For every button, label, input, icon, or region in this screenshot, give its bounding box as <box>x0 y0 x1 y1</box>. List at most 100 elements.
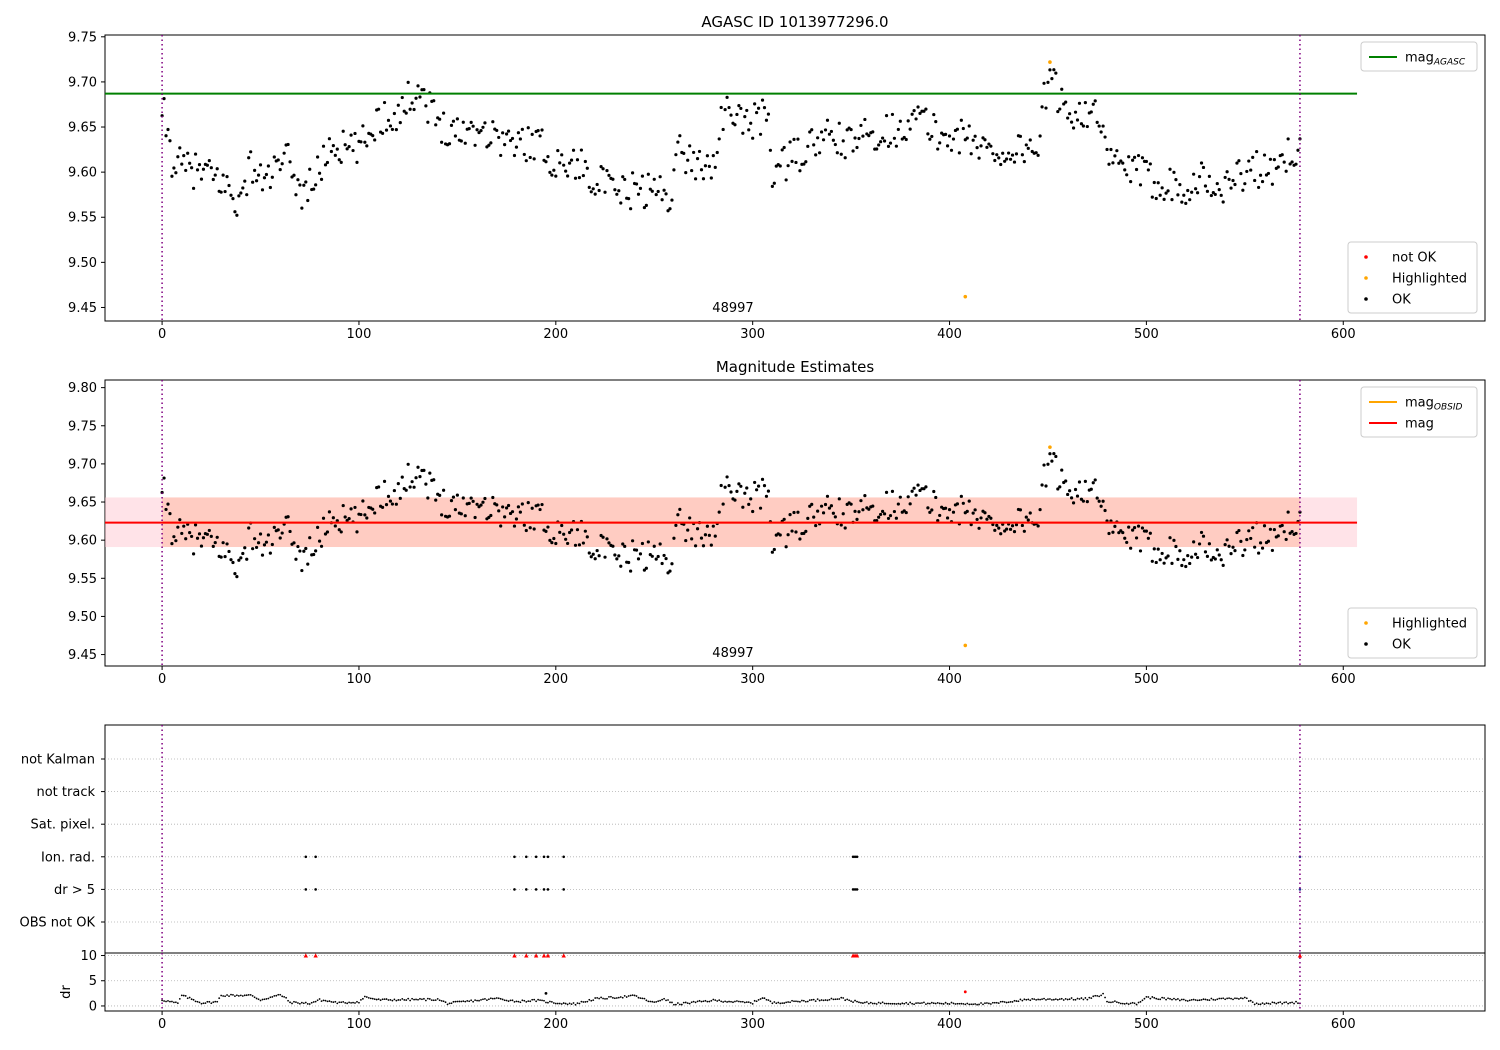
dr-point <box>358 1001 360 1004</box>
estimates-point-ok <box>593 557 597 561</box>
estimates-point-ok <box>577 543 582 547</box>
dr-point <box>948 1003 951 1005</box>
dr-point <box>663 997 665 1000</box>
agasc-point-ok <box>1233 182 1237 187</box>
dr-point <box>690 1001 693 1004</box>
dr-point <box>1206 999 1209 1001</box>
dr-point <box>694 1001 697 1004</box>
dr-point <box>562 1002 565 1004</box>
dr-point <box>1147 996 1150 998</box>
dr-point <box>1202 998 1205 1001</box>
dr-point <box>568 1002 571 1005</box>
dr-point <box>1271 1001 1274 1004</box>
dr-point <box>1052 998 1055 1001</box>
estimates-point-ok <box>727 483 731 488</box>
agasc-point-ok <box>233 210 237 214</box>
agasc-point-ok <box>835 151 839 155</box>
estimates-point-ok <box>1018 508 1023 512</box>
agasc-point-ok <box>908 127 912 131</box>
dr-point <box>539 999 541 1002</box>
estimates-point-ok <box>526 501 530 505</box>
estimates-point-ok <box>1079 497 1084 501</box>
agasc-point-ok <box>806 144 810 148</box>
dr-point <box>818 999 821 1002</box>
estimates-point-ok <box>221 541 225 545</box>
agasc-point-ok <box>333 153 337 157</box>
estimates-point-ok <box>705 524 709 528</box>
dr-point <box>1041 998 1043 1001</box>
dr-xtick-label: 200 <box>543 1017 568 1032</box>
estimates-point-ok <box>1117 531 1121 535</box>
dr-point <box>1167 997 1169 1000</box>
agasc-point-ok <box>286 142 290 147</box>
estimates-point-ok <box>1113 524 1117 529</box>
dr-point <box>936 1001 939 1004</box>
estimates-point-ok <box>404 488 408 492</box>
estimates-point-ok <box>501 505 505 509</box>
agasc-point-ok <box>790 159 794 163</box>
agasc-point-ok <box>593 192 597 196</box>
dr-point <box>671 1001 673 1004</box>
estimates-point-ok <box>936 519 940 523</box>
estimates-point-ok <box>258 532 263 536</box>
dr-point <box>1175 998 1177 1001</box>
agasc-point-ok <box>721 127 725 132</box>
estimates-point-ok <box>892 509 897 514</box>
estimates-point-ok <box>453 508 458 512</box>
dr-point <box>710 999 713 1002</box>
agasc-point-ok <box>1107 162 1111 166</box>
dr-point <box>755 1000 758 1003</box>
dr-point <box>928 1002 931 1005</box>
dr-point <box>1295 1000 1297 1003</box>
agasc-point-ok <box>227 183 231 188</box>
agasc-point-ok <box>802 162 806 166</box>
estimates-point-ok <box>1186 554 1190 558</box>
dr-point <box>578 1002 581 1005</box>
dr-point <box>1283 1001 1286 1004</box>
dr-point <box>651 1000 654 1003</box>
dr-point <box>714 999 717 1001</box>
agasc-point-ok <box>1146 168 1150 172</box>
dr-point <box>761 997 764 999</box>
agasc-point-ok <box>449 123 454 127</box>
agasc-point-ok <box>898 119 902 123</box>
estimates-point-ok <box>1203 550 1208 554</box>
agasc-point-ok <box>938 141 942 145</box>
dr-point <box>413 998 415 1001</box>
dr-point <box>1082 998 1085 1001</box>
estimates-point-ok <box>530 506 534 510</box>
agasc-point-ok <box>999 162 1003 167</box>
dr-point <box>667 999 669 1001</box>
agasc-point-ok <box>438 117 442 121</box>
estimates-point-ok <box>1134 536 1139 540</box>
estimates-point-ok <box>377 485 381 489</box>
estimates-point-ok <box>195 536 200 540</box>
estimates-point-ok <box>591 552 595 556</box>
dr-point <box>923 1001 925 1004</box>
agasc-point-ok <box>690 168 694 173</box>
estimates-point-ok <box>660 561 664 566</box>
estimates-point-ok <box>1199 530 1204 535</box>
estimates-point-ok <box>587 551 591 555</box>
agasc-point-ok <box>601 167 605 171</box>
agasc-point-ok <box>331 144 335 148</box>
agasc-point-ok <box>670 198 674 202</box>
dr-point <box>478 999 480 1002</box>
estimates-point-ok <box>552 536 556 541</box>
agasc-point-ok <box>355 160 359 164</box>
dr-point <box>1023 998 1026 1001</box>
agasc-point-ok <box>298 183 302 187</box>
agasc-point-ok <box>506 129 511 133</box>
dr-point <box>765 998 768 1001</box>
estimates-point-ok <box>1270 548 1274 553</box>
dr-point <box>1212 998 1215 1001</box>
estimates-point-ok <box>654 557 658 561</box>
estimates-point-ok <box>1020 523 1024 528</box>
estimates-point-ok <box>178 518 182 522</box>
estimates-point-ok <box>794 530 798 534</box>
agasc-point-ok <box>1195 191 1200 195</box>
estimates-point-ok <box>589 555 593 559</box>
dr-point <box>582 1001 585 1003</box>
dr-point <box>763 997 766 1000</box>
agasc-point-ok <box>1056 109 1060 114</box>
